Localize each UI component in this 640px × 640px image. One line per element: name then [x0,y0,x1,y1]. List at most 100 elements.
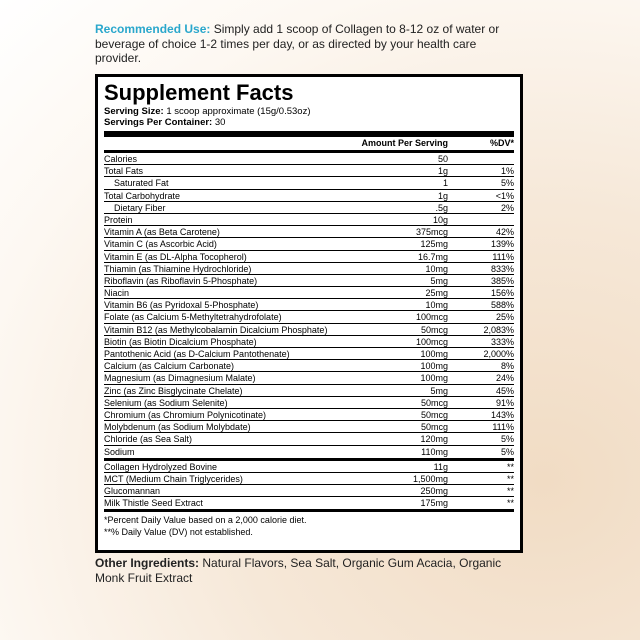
daily-value: 111% [492,422,514,433]
nutrient-row: Total Fats 1g 1% [104,165,514,178]
nutrient-row: Zinc (as Zinc Bisglycinate Chelate) 5mg 45… [104,385,514,397]
nutrient-name: Molybdenum (as Sodium Molybdate) [104,422,251,433]
daily-value: 42% [495,227,514,238]
daily-value-empty [448,153,514,164]
footnote: *Percent Daily Value based on a 2,000 ca… [104,515,307,526]
amount: 5mg [430,275,448,286]
nutrient-row: Riboflavin (as Riboflavin 5-Phosphate) 5m… [104,275,514,288]
nutrient-row: Calcium (as Calcium Carbonate) 100mg 8% [104,360,514,373]
nutrient-rows: Calories 50 Total Fats 1g 1% Saturated Fat 1 5%… [104,153,514,458]
daily-value: 139% [490,239,514,250]
amount: 100mg [420,361,448,372]
amount: 100mg [420,373,448,384]
nutrient-row: Magnesium (as Dimagnesium Malate) 100mg 24… [104,372,514,385]
nutrient-name: Vitamin B12 (as Methylcobalamin Dicalciu… [104,324,328,335]
daily-value: 5% [500,434,514,445]
daily-value-empty [448,214,514,225]
rule [104,509,514,513]
nutrient-name: Thiamin (as Thiamine Hydrochloride) [104,263,252,274]
text: Simply add 1 scoop of Collagen to 8-12 o… [95,22,500,65]
label: Servings Per Container: [104,117,213,128]
daily-value: 111% [492,251,514,262]
rule [104,457,514,461]
nutrient-row: Niacin 25mg 156% [104,287,514,300]
nutrient-name: Vitamin B6 (as Pyridoxal 5-Phosphate) [104,300,259,311]
nutrient-name: Protein [104,214,133,225]
amount: 10mg [425,263,448,274]
text: Natural Flavors, Sea Salt, Organic Gum A… [95,556,502,585]
footnotes: *Percent Daily Value based on a 2,000 ca… [104,515,514,538]
servings: Servings Per Container: 30 [104,117,514,128]
amount: .5g [435,202,448,213]
daily-value: 8% [500,361,514,372]
amount: 100mcg [415,336,448,347]
amount: 25mg [425,288,448,299]
daily-value: 5% [500,178,514,189]
dv-header: %DV* [489,138,514,148]
nutrient-row: Total Carbohydrate 1g <1% [104,190,514,202]
nutrient-name: Milk Thistle Seed Extract [104,498,203,509]
nutrient-row: Glucomannan 250mg ** [104,485,514,498]
amount: 50mcg [420,409,448,420]
label: Recommended Use: [95,22,211,36]
nutrient-row: Molybdenum (as Sodium Molybdate) 50mcg 111… [104,421,514,434]
nutrient-name: Vitamin C (as Ascorbic Acid) [104,239,217,250]
nutrient-row: Biotin (as Biotin Dicalcium Phosphate) 10… [104,336,514,348]
serving-size: Serving Size: 1 scoop approximate (15g/0… [104,106,514,117]
daily-value: 24% [495,373,514,384]
text: 1 scoop approximate (15g/0.53oz) [166,106,311,117]
daily-value: 833% [490,263,514,274]
header-row: Amount Per Serving %DV* [104,137,514,150]
nutrient-row: Pantothenic Acid (as D-Calcium Pantothen… [104,348,514,361]
nutrient-name: Chromium (as Chromium Polynicotinate) [104,409,267,420]
nutrient-name: Vitamin E (as DL-Alpha Tocopherol) [104,251,247,262]
daily-value: 91% [495,397,514,408]
daily-value: ** [506,461,514,472]
facts-title: Supplement Facts [104,80,294,105]
daily-value: 1% [500,166,514,177]
nutrient-name: Total Carbohydrate [104,190,181,201]
nutrient-row: Dietary Fiber .5g 2% [104,202,514,214]
nutrient-row: Calories 50 [104,153,514,166]
amount: 100mg [420,349,448,359]
daily-value: 5% [500,446,514,457]
amount: 1 [442,178,448,189]
amount: 50mcg [420,422,448,433]
text: 30 [214,117,226,128]
daily-value: 333% [490,336,514,347]
daily-value: <1% [495,190,514,201]
nutrient-name: MCT (Medium Chain Triglycerides) [104,473,243,484]
other-ingredients: Other Ingredients: Natural Flavors, Sea … [95,556,515,586]
nutrient-row: MCT (Medium Chain Triglycerides) 1,500mg *… [104,473,514,486]
nutrient-name: Glucomannan [104,486,161,497]
rule [104,131,514,137]
amount: 100mcg [415,312,448,323]
nutrient-name: Saturated Fat [114,178,169,189]
amount: 10g [432,214,448,225]
nutrient-name: Selenium (as Sodium Selenite) [104,397,228,408]
daily-value: 588% [490,300,514,311]
amount: 5mg [430,385,448,396]
nutrient-name: Niacin [104,288,130,299]
nutrient-row: Thiamin (as Thiamine Hydrochloride) 10mg 8… [104,263,514,275]
amount: 175mg [420,498,448,509]
daily-value: 385% [490,275,514,286]
nutrient-row: Collagen Hydrolyzed Bovine 11g ** [104,461,514,473]
nutrient-row: Vitamin C (as Ascorbic Acid) 125mg 139% [104,238,514,251]
nutrient-name: Sodium [104,446,135,457]
nutrient-name: Magnesium (as Dimagnesium Malate) [104,373,256,384]
nutrient-row: Folate (as Calcium 5-Methyltetrahydrofol… [104,311,514,324]
amount: 110mg [421,446,448,457]
amount: 16.7mg [417,251,448,262]
daily-value: 2,083% [483,324,514,335]
nutrient-row: Saturated Fat 1 5% [104,177,514,190]
nutrient-row: Vitamin E (as DL-Alpha Tocopherol) 16.7mg… [104,251,514,263]
amount: 50mcg [420,324,448,335]
nutrient-name: Chloride (as Sea Salt) [104,434,193,445]
nutrient-name: Dietary Fiber [114,202,166,213]
nutrient-name: Biotin (as Biotin Dicalcium Phosphate) [104,336,257,347]
daily-value: ** [506,498,514,509]
label: Other Ingredients: [95,556,200,570]
amount: 50mcg [420,397,448,408]
